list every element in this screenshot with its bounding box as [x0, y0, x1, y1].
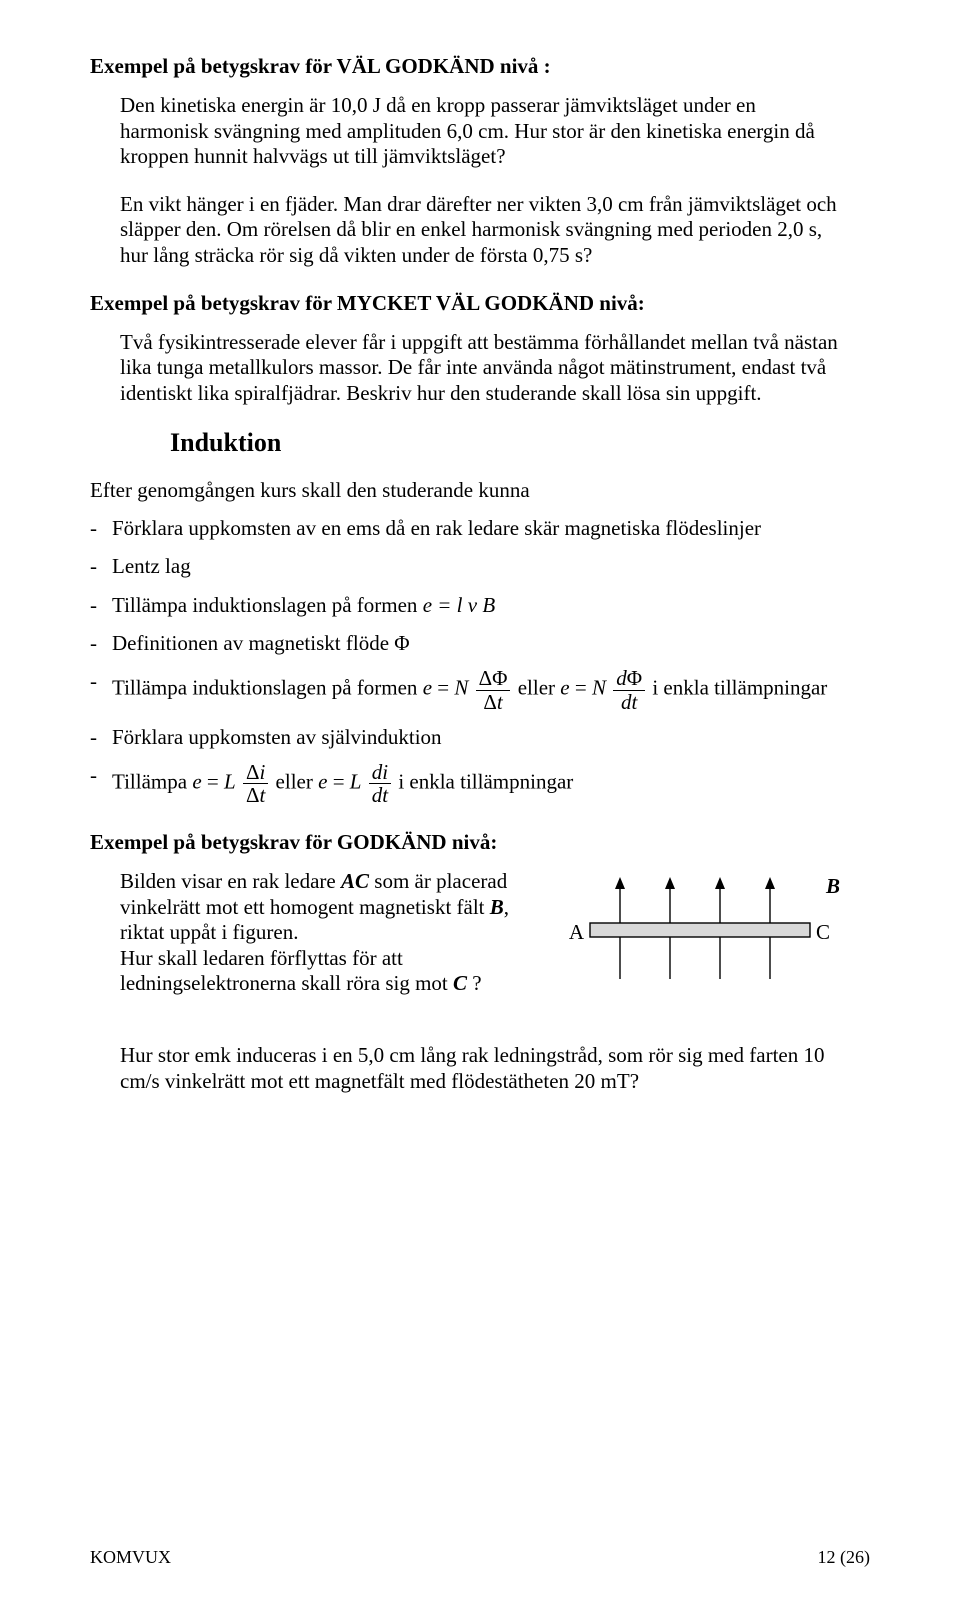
equation-text: e — [560, 676, 569, 700]
symbol-phi: Φ — [394, 631, 409, 655]
vg-paragraph-1: Den kinetiska energin är 10,0 J då en kr… — [120, 93, 840, 170]
label-ac: AC — [341, 869, 369, 893]
objective-item: Tillämpa induktionslagen på formen e = l… — [90, 591, 870, 619]
heading-g: Exempel på betygskrav för GODKÄND nivå: — [90, 830, 870, 855]
footer-left: KOMVUX — [90, 1547, 171, 1568]
mvg-paragraph-1: Två fysikintresserade elever får i uppgi… — [120, 330, 840, 407]
document-page: Exempel på betygskrav för VÄL GODKÄND ni… — [0, 0, 960, 1608]
equation-text: N — [454, 676, 468, 700]
text-run: Bilden visar en rak ledare — [120, 869, 341, 893]
footer-right: 12 (26) — [818, 1547, 871, 1568]
g-paragraph-2: Hur skall ledaren förflyttas för att led… — [120, 946, 532, 997]
label-b: B — [490, 895, 504, 919]
objective-text: Tillämpa induktionslagen på formen — [112, 593, 423, 617]
section-title-induktion: Induktion — [170, 428, 870, 458]
godkand-row: Bilden visar en rak ledare AC som är pla… — [120, 869, 840, 1019]
objective-item: Förklara uppkomsten av en ems då en rak … — [90, 514, 870, 542]
fraction: dΦdt — [613, 667, 645, 712]
objective-item: Lentz lag — [90, 552, 870, 580]
objective-text: Tillämpa induktionslagen på formen — [112, 676, 423, 700]
svg-text:A: A — [569, 920, 585, 944]
g-question-2: Hur stor emk induceras i en 5,0 cm lång … — [120, 1043, 840, 1094]
objectives-list: Förklara uppkomsten av en ems då en rak … — [90, 514, 870, 806]
heading-mvg: Exempel på betygskrav för MYCKET VÄL GOD… — [90, 291, 870, 316]
equation-text: e — [318, 769, 327, 793]
fraction: didt — [369, 761, 391, 806]
induction-diagram: A C B — [560, 869, 840, 999]
g-paragraph-1: Bilden visar en rak ledare AC som är pla… — [120, 869, 532, 946]
objective-item: Tillämpa induktionslagen på formen e = N… — [90, 667, 870, 712]
page-footer: KOMVUX 12 (26) — [90, 1547, 870, 1568]
objective-item: Tillämpa e = L ΔiΔt eller e = L didt i e… — [90, 761, 870, 806]
diagram-container: A C B — [560, 869, 840, 1004]
equation-text: e = l v B — [423, 593, 495, 617]
equation-text: N — [592, 676, 606, 700]
label-c: C — [453, 971, 467, 995]
svg-text:C: C — [816, 920, 830, 944]
objective-text: Tillämpa — [112, 769, 192, 793]
objective-text: i enkla tillämpningar — [652, 676, 827, 700]
objective-item: Definitionen av magnetiskt flöde Φ — [90, 629, 870, 657]
equation-text: e — [423, 676, 432, 700]
equation-text: L — [350, 769, 362, 793]
text-run: Hur skall ledaren förflyttas för att led… — [120, 946, 453, 996]
objective-text: eller — [276, 769, 319, 793]
objective-item: Förklara uppkomsten av självinduktion — [90, 723, 870, 751]
equation-text: L — [224, 769, 236, 793]
objectives-intro: Efter genomgången kurs skall den studera… — [90, 478, 870, 504]
equation-text: e — [192, 769, 201, 793]
fraction: ΔiΔt — [243, 761, 268, 806]
objective-text: eller — [518, 676, 561, 700]
heading-vg: Exempel på betygskrav för VÄL GODKÄND ni… — [90, 54, 870, 79]
objective-text: i enkla tillämpningar — [398, 769, 573, 793]
text-run: ? — [467, 971, 482, 995]
objective-text: Definitionen av magnetiskt flöde — [112, 631, 394, 655]
vg-paragraph-2: En vikt hänger i en fjäder. Man drar där… — [120, 192, 840, 269]
fraction: ΔΦΔt — [476, 667, 511, 712]
svg-text:B: B — [825, 874, 840, 898]
